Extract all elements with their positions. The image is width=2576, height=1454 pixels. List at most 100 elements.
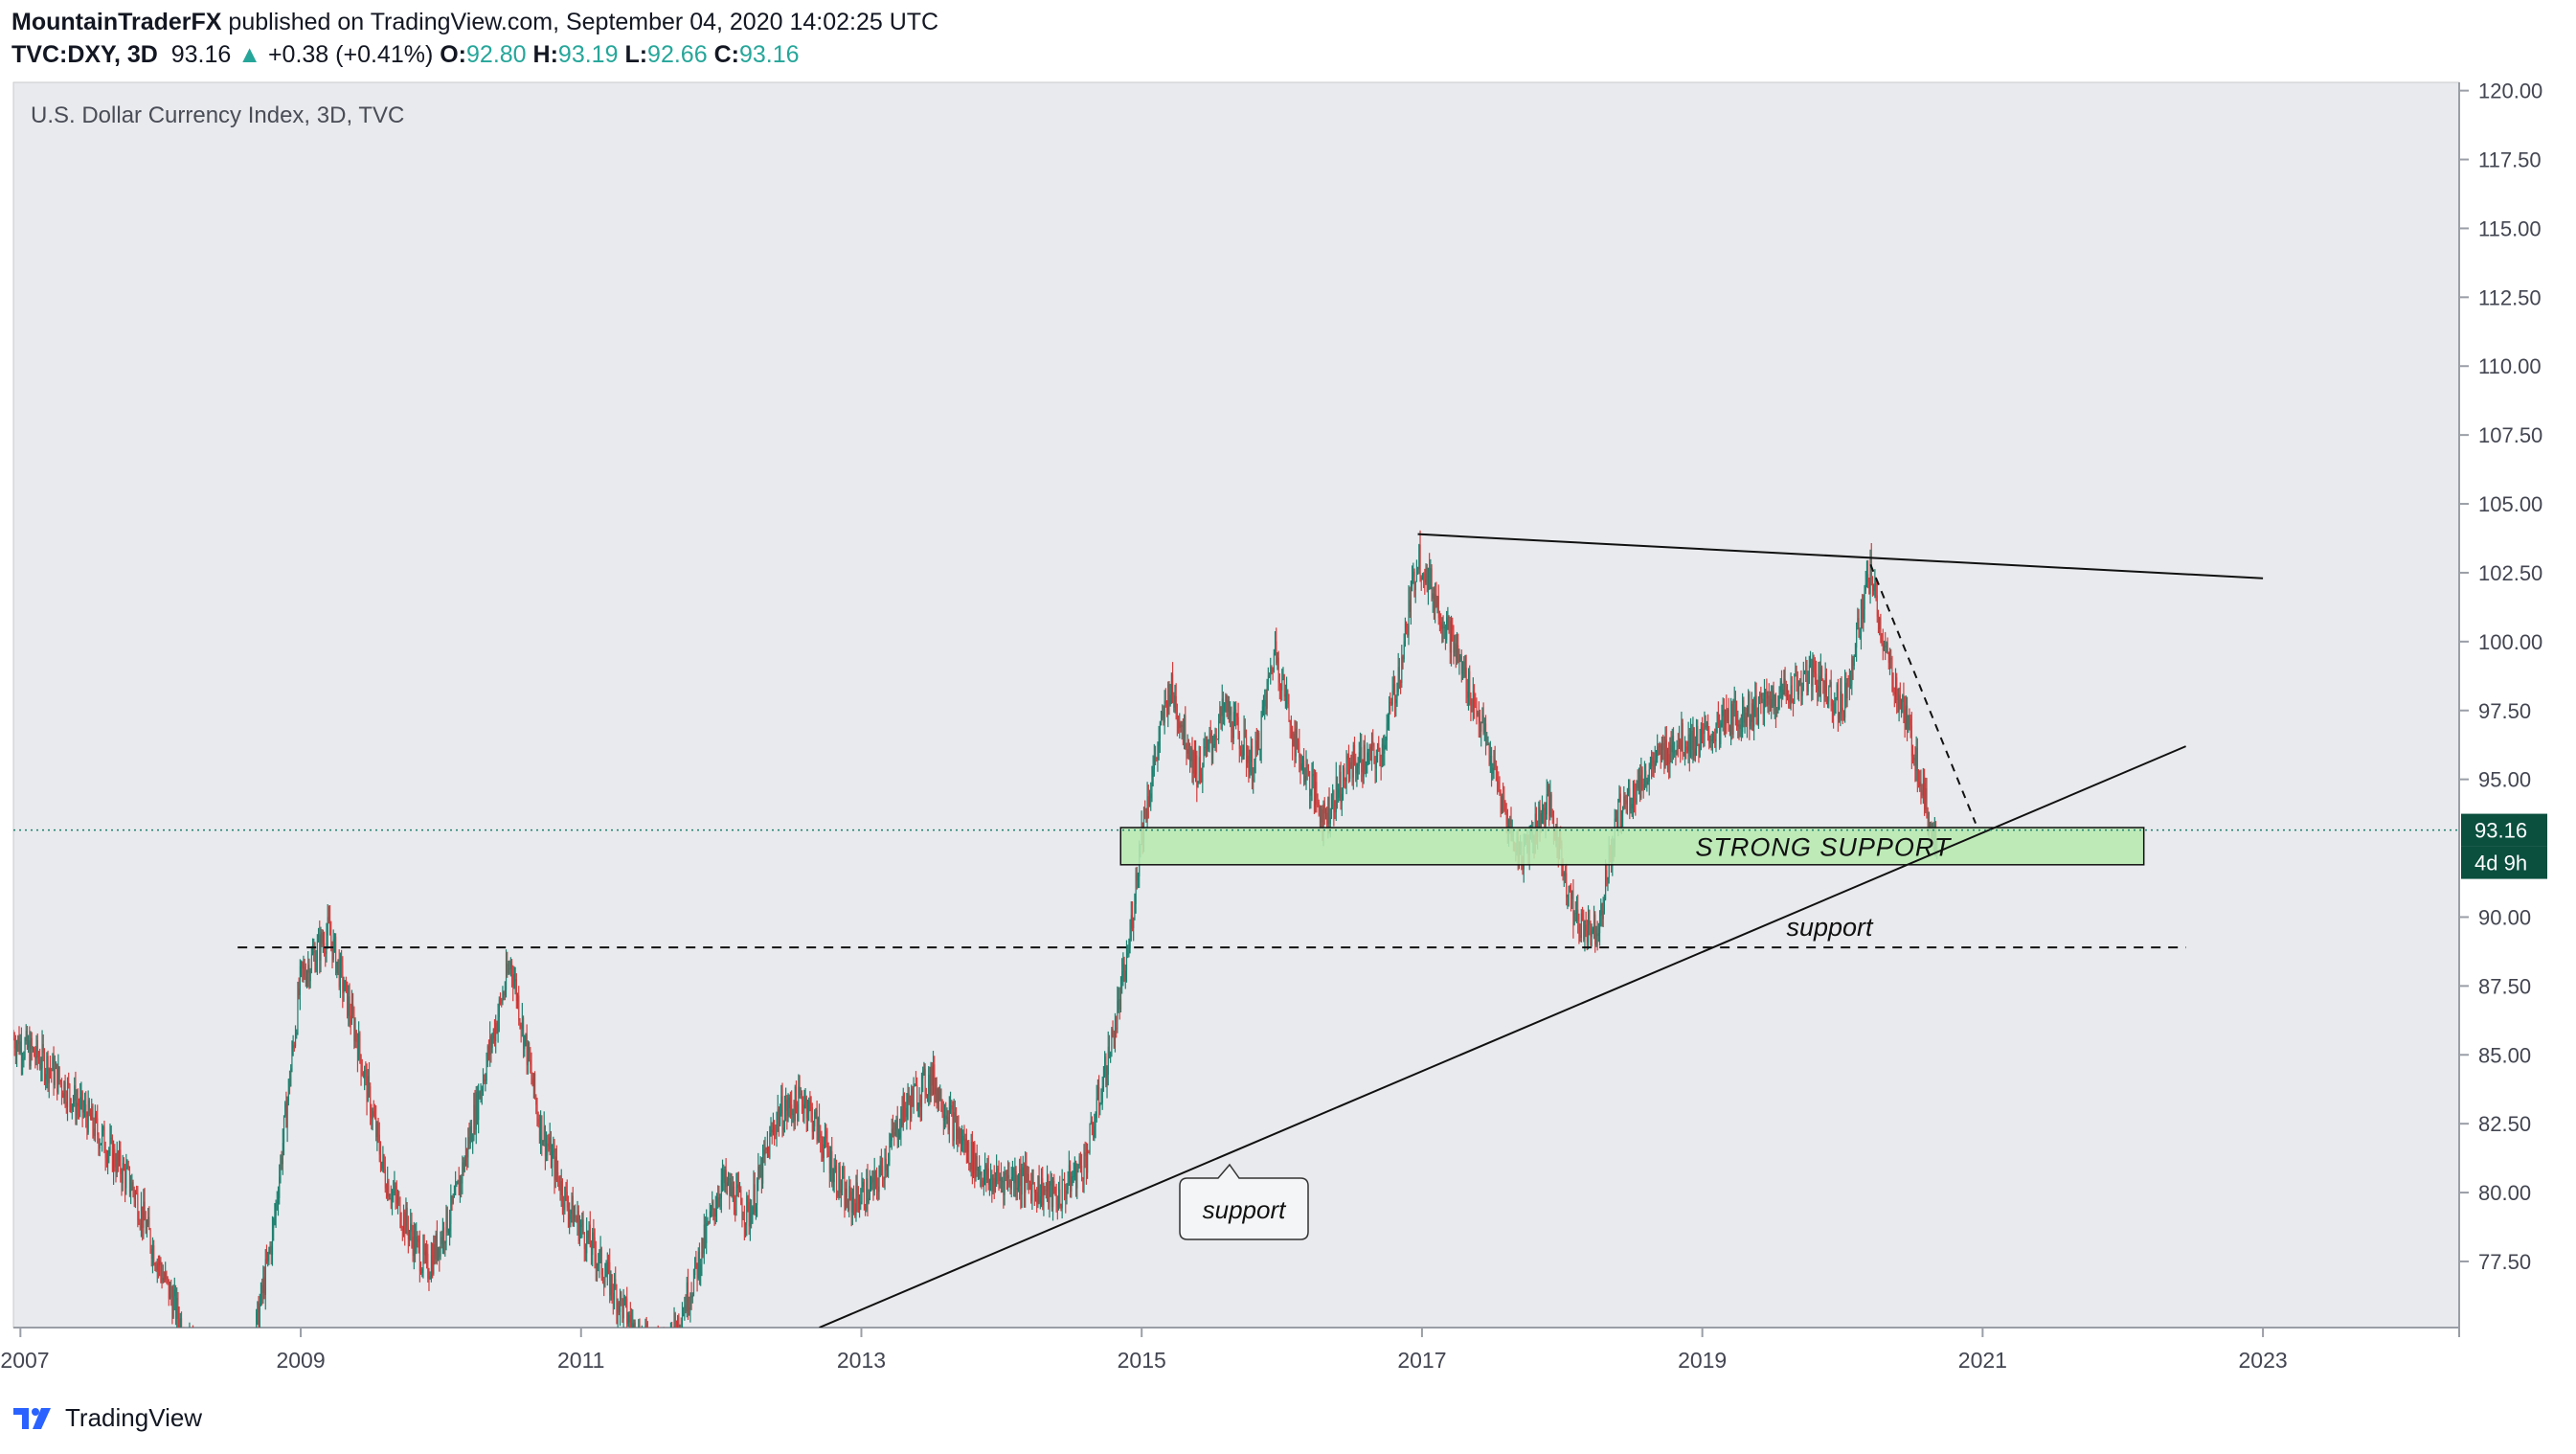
candle-body [665, 1342, 666, 1343]
candle-body [278, 1197, 280, 1202]
author-name[interactable]: MountainTraderFX [11, 9, 222, 35]
time-tick-label: 2011 [557, 1348, 604, 1373]
candle-body [1032, 1182, 1034, 1185]
candle-body [525, 1034, 527, 1036]
candle-body [1013, 1168, 1015, 1184]
candle-body [40, 1068, 42, 1070]
candle-body [594, 1237, 596, 1255]
candles[interactable] [13, 530, 1938, 1408]
candle-body [465, 1147, 467, 1160]
candle-body [1098, 1087, 1100, 1106]
candle-body [579, 1226, 581, 1241]
candle-body [1352, 744, 1354, 778]
candle-body [486, 1046, 488, 1062]
candle-body [1919, 782, 1921, 786]
candle-body [397, 1197, 399, 1204]
candle-body [131, 1182, 133, 1191]
candle-body [910, 1102, 912, 1119]
candle-body [199, 1364, 200, 1386]
candle-body [1796, 674, 1797, 687]
candle-body [1619, 793, 1621, 828]
candle-body [1868, 581, 1870, 594]
candle-body [253, 1349, 254, 1365]
candle-body [611, 1274, 613, 1294]
candle-body [925, 1094, 927, 1096]
candle-body [1593, 914, 1595, 929]
candle-body [1009, 1183, 1011, 1190]
candle-body [231, 1377, 232, 1382]
candle-body [672, 1340, 673, 1352]
candle-body [712, 1201, 714, 1210]
candle-body [1123, 964, 1125, 981]
price-chart[interactable]: 120.00117.50115.00112.50110.00107.50105.… [0, 0, 2576, 1408]
candle-body [1693, 727, 1695, 756]
trendline-3[interactable] [1417, 533, 2264, 579]
candle-body [1677, 745, 1679, 747]
candle-body [1892, 687, 1894, 693]
candle-body [1567, 895, 1569, 897]
falling-dashed-line[interactable] [1869, 563, 1977, 825]
candle-body [1234, 709, 1236, 713]
tradingview-brand[interactable]: TradingView [65, 1402, 203, 1432]
candle-body [1047, 1175, 1049, 1191]
candle-body [1857, 618, 1859, 629]
candle-body [877, 1186, 879, 1193]
candle-body [563, 1202, 565, 1211]
candle-body [1607, 877, 1609, 880]
candle-body [1700, 727, 1702, 743]
candle-body [395, 1185, 396, 1195]
candle-body [1864, 583, 1866, 591]
candle-body [1909, 715, 1910, 719]
trendline-2[interactable] [819, 745, 2186, 1328]
support-callout[interactable]: support [1179, 1163, 1309, 1240]
tradingview-logo-icon[interactable] [11, 1400, 57, 1435]
candle-body [1024, 1167, 1026, 1193]
candle-body [631, 1322, 633, 1328]
candle-body [429, 1276, 431, 1279]
price-axis[interactable]: 120.00117.50115.00112.50110.00107.50105.… [2459, 80, 2542, 1274]
candle-body [531, 1064, 532, 1079]
candle-body [967, 1142, 969, 1153]
candle-body [743, 1218, 745, 1226]
candle-body [794, 1086, 796, 1122]
candle-body [254, 1349, 255, 1356]
candle-body [1563, 873, 1565, 876]
candle-body [716, 1207, 718, 1210]
candle-body [939, 1089, 941, 1102]
chart-title: U.S. Dollar Currency Index, 3D, TVC [31, 102, 404, 128]
candle-body [582, 1219, 584, 1234]
candle-body [1224, 703, 1226, 712]
candle-body [215, 1373, 216, 1384]
candle-body [1861, 599, 1863, 637]
candle-body [1679, 739, 1681, 746]
candle-body [822, 1150, 824, 1159]
candle-body [970, 1141, 972, 1170]
candle-body [1425, 567, 1427, 583]
candle-body [1629, 787, 1631, 811]
candle-body [1459, 655, 1461, 660]
candle-body [1594, 914, 1596, 945]
candle-body [1694, 748, 1696, 756]
chart-area[interactable]: 120.00 117.50 115.00 112.50 110.00 107.50 105.… [0, 0, 2576, 1413]
candle-body [209, 1373, 210, 1388]
candle-body [589, 1224, 591, 1247]
candle-body [1631, 804, 1633, 809]
candle-body [1813, 659, 1815, 672]
candle-body [388, 1181, 390, 1199]
candle-body [1781, 681, 1783, 698]
candle-body [82, 1109, 84, 1113]
time-axis[interactable]: 2007 2009 2011 2013 2015 2017 2019 2021 2023 [0, 1328, 2288, 1373]
candle-body [178, 1318, 180, 1328]
candle-body [1121, 970, 1123, 982]
candle-body [1434, 593, 1435, 609]
candle-body [536, 1104, 538, 1119]
candle-body [54, 1068, 56, 1085]
candle-body [736, 1184, 738, 1189]
strong-support-zone[interactable] [1119, 827, 2145, 866]
candle-body [1908, 715, 1909, 730]
candle-body [421, 1268, 423, 1274]
candle-body [433, 1244, 435, 1274]
candle-body [691, 1295, 693, 1298]
